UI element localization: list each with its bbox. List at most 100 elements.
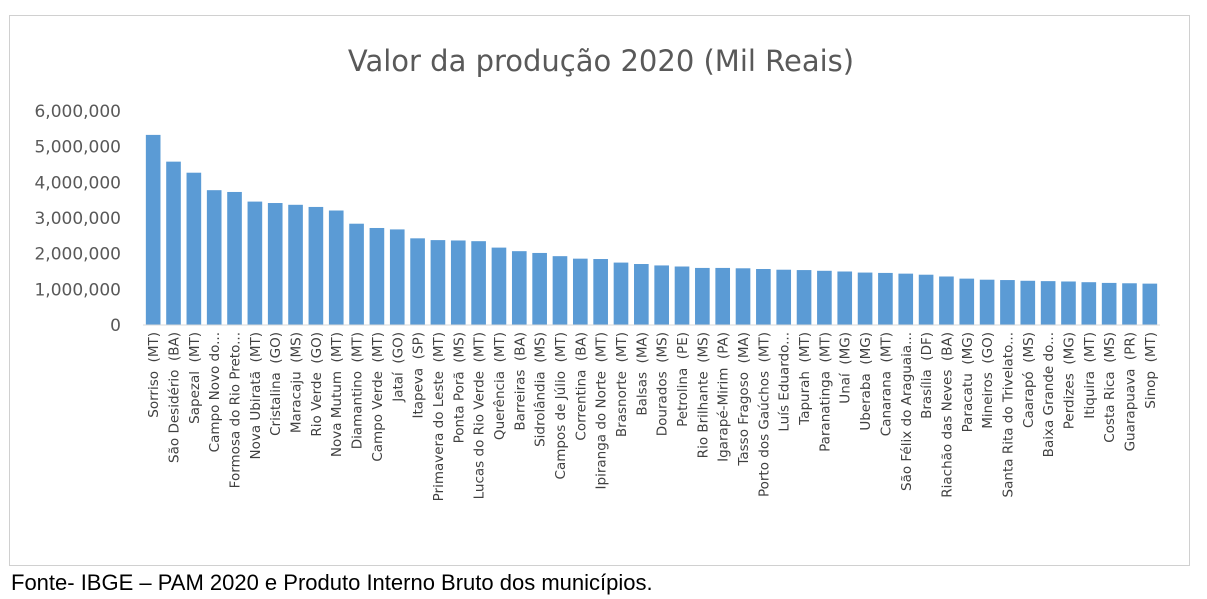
x-tick-label: Sinop (MT) <box>1143 332 1159 409</box>
x-tick-label: Canarana (MT) <box>878 332 894 436</box>
x-tick-label: Nova Mutum (MT) <box>329 332 345 457</box>
bar <box>837 271 853 325</box>
bar <box>898 273 914 325</box>
bar <box>1000 280 1015 325</box>
x-tick-label: Baixa Grande do... <box>1041 332 1057 457</box>
bar <box>756 269 771 325</box>
x-tick-label: Perdizes (MG) <box>1061 332 1077 429</box>
x-tick-label: Tasso Fragoso (MA) <box>736 332 752 467</box>
x-tick-label: Campo Novo do... <box>207 332 223 452</box>
bar <box>166 161 181 325</box>
y-tick-label: 3,000,000 <box>34 209 121 229</box>
bar <box>491 247 507 325</box>
x-tick-label: Porto dos Gaúchos (MT) <box>756 332 772 497</box>
bar <box>227 191 242 325</box>
y-tick-label: 1,000,000 <box>34 280 121 300</box>
bar <box>1101 282 1117 325</box>
chart-title: Valor da produção 2020 (Mil Reais) <box>348 44 854 78</box>
source-note: Fonte- IBGE – PAM 2020 e Produto Interno… <box>11 570 653 595</box>
x-axis: Sorriso (MT) São Desidério (BA) Sapezal (M… <box>143 324 1160 501</box>
bar <box>328 210 344 325</box>
bar <box>796 270 812 325</box>
bar-chart: Valor da produção 2020 (Mil Reais) 0 1,00… <box>34 44 1160 501</box>
x-tick-label: Campo Verde (MT) <box>370 332 386 462</box>
x-tick-label: Formosa do Rio Preto... <box>228 332 244 488</box>
x-tick-label: Petrolina (PE) <box>675 332 691 427</box>
x-tick-label: Rio Verde (GO) <box>309 332 325 437</box>
x-tick-label: Sapezal (MT) <box>187 332 203 424</box>
bar <box>389 229 405 325</box>
x-tick-label: Jataí (GO) <box>390 332 406 403</box>
bar <box>776 269 792 325</box>
bar <box>939 276 954 325</box>
bar <box>471 241 486 325</box>
x-tick-label: Sidrolândia (MS) <box>533 332 549 447</box>
y-axis: 0 1,000,000 2,000,000 3,000,000 4,000,000 5,0… <box>34 102 121 336</box>
x-tick-label: Itiquira (MT) <box>1082 332 1098 419</box>
x-tick-label: Costa Rica (MS) <box>1102 332 1118 443</box>
x-tick-label: Barreiras (BA) <box>512 332 528 431</box>
bar <box>959 278 975 325</box>
x-tick-label: Tapurah (MT) <box>797 332 813 426</box>
bar <box>613 262 629 325</box>
x-tick-label: Unaí (MG) <box>838 332 854 404</box>
x-tick-label: Rio Brilhante (MS) <box>695 332 711 458</box>
bar <box>552 256 568 325</box>
bar <box>674 266 690 325</box>
x-tick-label: São Desidério (BA) <box>167 332 183 463</box>
bar <box>532 252 547 325</box>
x-tick-label: Querência (MT) <box>492 332 508 440</box>
bar <box>186 172 202 325</box>
x-tick-label: Dourados (MS) <box>655 332 671 436</box>
y-tick-label: 0 <box>110 316 121 336</box>
bar <box>206 190 222 325</box>
x-tick-label: São Félix do Araguaia... <box>899 332 915 491</box>
bars <box>145 134 1158 325</box>
x-tick-label: Igarapé-Mirim (PA) <box>716 332 732 462</box>
y-tick-label: 4,000,000 <box>34 173 121 193</box>
x-tick-label: Ponta Porã (MS) <box>451 332 467 443</box>
bar <box>979 279 995 325</box>
x-tick-label: Guarapuava (PR) <box>1122 332 1138 451</box>
bar <box>878 272 893 325</box>
x-tick-label: Balsas (MA) <box>634 332 650 416</box>
bar <box>1142 283 1158 325</box>
bar <box>1081 282 1097 325</box>
bar <box>267 203 283 325</box>
bar <box>1040 281 1056 325</box>
x-tick-label: Mineiros (GO) <box>980 332 996 429</box>
x-tick-label: Brasília (DF) <box>919 332 935 419</box>
x-tick-label: Correntina (BA) <box>573 332 589 441</box>
bar <box>634 264 649 325</box>
x-tick-label: Diamantino (MT) <box>350 332 366 449</box>
x-tick-label: Paracatu (MG) <box>960 332 976 432</box>
chart-frame: Valor da produção 2020 (Mil Reais) 0 1,00… <box>9 15 1190 566</box>
bar <box>247 201 263 325</box>
bar <box>857 272 873 325</box>
x-tick-label: Caarapó (MS) <box>1021 332 1037 428</box>
bar <box>410 238 425 325</box>
bar <box>695 267 710 325</box>
bar <box>572 258 588 325</box>
x-tick-label: Ipiranga do Norte (MT) <box>594 332 610 489</box>
y-tick-label: 6,000,000 <box>34 102 121 122</box>
bar <box>288 204 303 325</box>
x-tick-label: Paranatinga (MT) <box>817 332 833 452</box>
bar <box>1122 283 1137 325</box>
bar <box>654 265 669 325</box>
bar <box>145 134 161 325</box>
x-tick-label: Nova Ubiratã (MT) <box>248 332 264 460</box>
x-tick-label: Luís Eduardo... <box>777 332 793 432</box>
bar <box>593 259 608 325</box>
bar <box>715 267 731 325</box>
x-tick-label: Uberaba (MG) <box>858 332 874 431</box>
bar <box>1020 280 1036 325</box>
bar <box>817 270 832 325</box>
x-tick-label: Brasnorte (MT) <box>614 332 630 437</box>
bar <box>918 274 934 325</box>
x-tick-label: Sorriso (MT) <box>146 332 162 418</box>
x-tick-label: Cristalina (GO) <box>268 332 284 436</box>
bar <box>1061 281 1076 325</box>
bar <box>511 251 527 325</box>
x-tick-label: Campos de Júlio (MT) <box>553 332 569 479</box>
